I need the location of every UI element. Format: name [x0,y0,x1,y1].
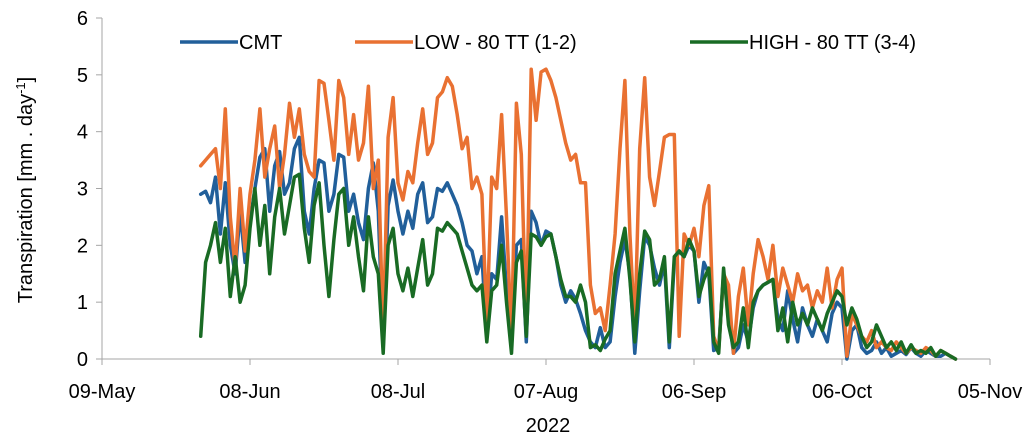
y-tick-label: 4 [77,122,88,144]
y-tick-label: 6 [77,8,88,30]
y-tick-label: 2 [77,235,88,257]
legend-label-0: CMT [239,32,282,54]
y-axis-label-superscript: -1 [13,82,28,94]
legend: CMT LOW - 80 TT (1-2) HIGH - 80 TT (3-4) [180,32,916,54]
series-layer [198,67,958,361]
x-tick-label: 08-Jul [371,381,425,403]
x-tick-label: 05-Nov [958,381,1022,403]
x-tick-label: 09-May [69,381,136,403]
series-line-0 [198,135,958,361]
y-tick-label: 5 [77,65,88,87]
legend-label-2: HIGH - 80 TT (3-4) [749,32,916,54]
y-tick-label: 0 [77,349,88,371]
y-axis-ticks: 0 1 2 3 4 5 6 [77,8,102,371]
legend-label-1: LOW - 80 TT (1-2) [414,32,577,54]
y-tick-label: 1 [77,292,88,314]
series-line-2 [198,172,958,361]
x-axis-title: 2022 [526,415,571,437]
series-line-1 [198,67,958,361]
x-tick-label: 07-Aug [514,381,579,403]
y-axis-label-main: Transpiration [mm . day [15,94,37,303]
x-tick-label: 08-Jun [219,381,280,403]
y-tick-label: 3 [77,179,88,201]
x-tick-label: 06-Sep [662,381,727,403]
y-axis-label-end: ] [15,77,37,83]
y-axis-label: Transpiration [mm . day-1] [13,77,37,303]
x-axis-ticks: 09-May 08-Jun 08-Jul 07-Aug 06-Sep 06-Oct 05-N… [69,359,1022,403]
x-tick-label: 06-Oct [812,381,872,403]
